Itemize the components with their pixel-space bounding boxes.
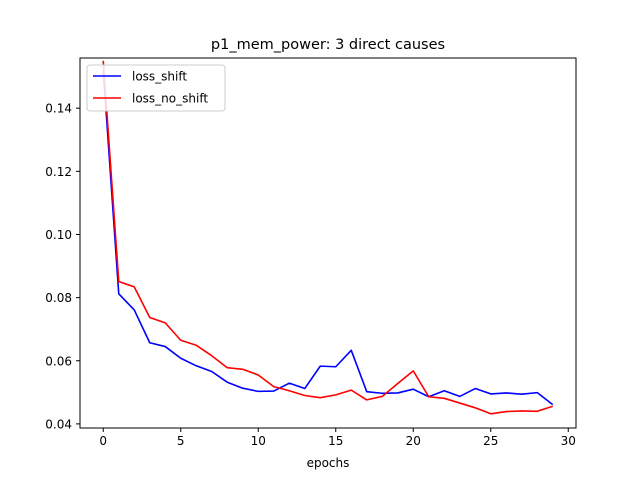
x-tick-label: 15 (328, 434, 343, 448)
y-tick-label: 0.14 (45, 102, 72, 116)
x-axis-label: epochs (307, 456, 350, 470)
x-tick-label: 25 (483, 434, 498, 448)
y-tick-label: 0.12 (45, 165, 72, 179)
y-tick-label: 0.04 (45, 417, 72, 431)
series-line-loss-no-shift (102, 60, 553, 415)
y-tick-label: 0.06 (45, 354, 72, 368)
legend: loss_shift loss_no_shift (86, 64, 226, 112)
x-tick-label: 30 (561, 434, 576, 448)
x-tick-label: 20 (406, 434, 421, 448)
x-tick-label: 10 (251, 434, 266, 448)
y-tick-label: 0.10 (45, 228, 72, 242)
series-line-loss-shift (102, 70, 554, 406)
series-layer (102, 60, 554, 415)
legend-label: loss_no_shift (132, 92, 208, 106)
x-tick-label: 0 (99, 434, 107, 448)
y-axis: 0.04 0.06 0.08 0.10 0.12 0.14 (45, 102, 80, 431)
plot-area (79, 57, 577, 429)
legend-box (86, 64, 226, 112)
x-tick-label: 5 (177, 434, 185, 448)
chart-title: p1_mem_power: 3 direct causes (211, 37, 445, 53)
legend-label: loss_shift (132, 70, 187, 84)
x-axis: 0 5 10 15 20 25 30 (99, 428, 576, 448)
y-tick-label: 0.08 (45, 291, 72, 305)
